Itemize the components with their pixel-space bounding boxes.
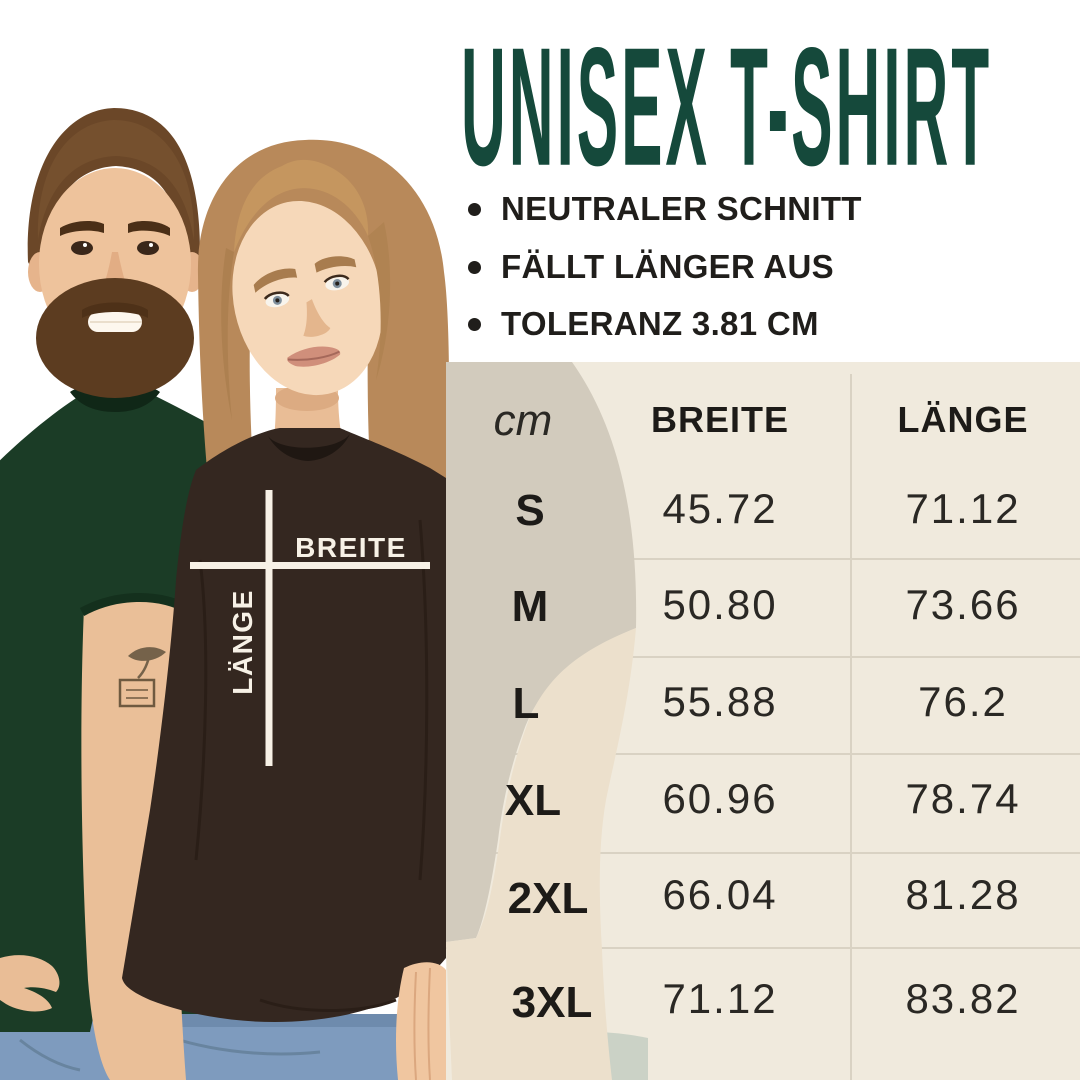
measure-cross: BREITE LÄNGE	[190, 490, 430, 766]
size-label: 2XL	[507, 874, 589, 923]
unit-header: cm	[493, 396, 553, 445]
row-divider	[446, 656, 1080, 658]
feature-item: TOLERANZ 3.81 CM	[501, 305, 819, 342]
length-value: 76.2	[918, 678, 1008, 725]
size-label: M	[511, 582, 549, 631]
row-divider	[446, 558, 1080, 560]
width-value: 66.04	[662, 871, 778, 918]
length-value: 73.66	[905, 581, 1021, 628]
row-divider	[446, 947, 1080, 949]
bullet-dot-icon	[468, 261, 481, 274]
sleeve-shadow	[446, 362, 637, 942]
shirt-length-label: LÄNGE	[227, 589, 258, 695]
feature-item: NEUTRALER SCHNITT	[501, 190, 862, 227]
row-divider	[446, 753, 1080, 755]
shirt-width-label: BREITE	[295, 532, 407, 563]
length-value: 83.82	[905, 975, 1021, 1022]
width-value: 45.72	[662, 485, 778, 532]
width-value: 50.80	[662, 581, 778, 628]
row-divider	[446, 852, 1080, 854]
woman-hand	[396, 962, 446, 1080]
width-value: 71.12	[662, 975, 778, 1022]
length-column-header: LÄNGE	[897, 399, 1029, 440]
column-divider	[850, 374, 852, 1080]
size-label: L	[512, 679, 540, 728]
length-value: 78.74	[905, 775, 1021, 822]
width-value: 55.88	[662, 678, 778, 725]
arm-shadow	[446, 628, 636, 1080]
feature-item: FÄLLT LÄNGER AUS	[501, 248, 834, 285]
bullet-dot-icon	[468, 203, 481, 216]
width-column-header: BREITE	[650, 399, 790, 440]
product-title: UNISEX T-SHIRT	[461, 15, 993, 203]
bullet-dot-icon	[468, 318, 481, 331]
size-label: 3XL	[511, 978, 593, 1027]
width-value: 60.96	[662, 775, 778, 822]
size-label: XL	[504, 776, 562, 825]
length-value: 81.28	[905, 871, 1021, 918]
man-hand	[0, 955, 60, 1012]
woman-model	[122, 139, 450, 1023]
length-value: 71.12	[905, 485, 1021, 532]
size-label: S	[515, 486, 545, 535]
